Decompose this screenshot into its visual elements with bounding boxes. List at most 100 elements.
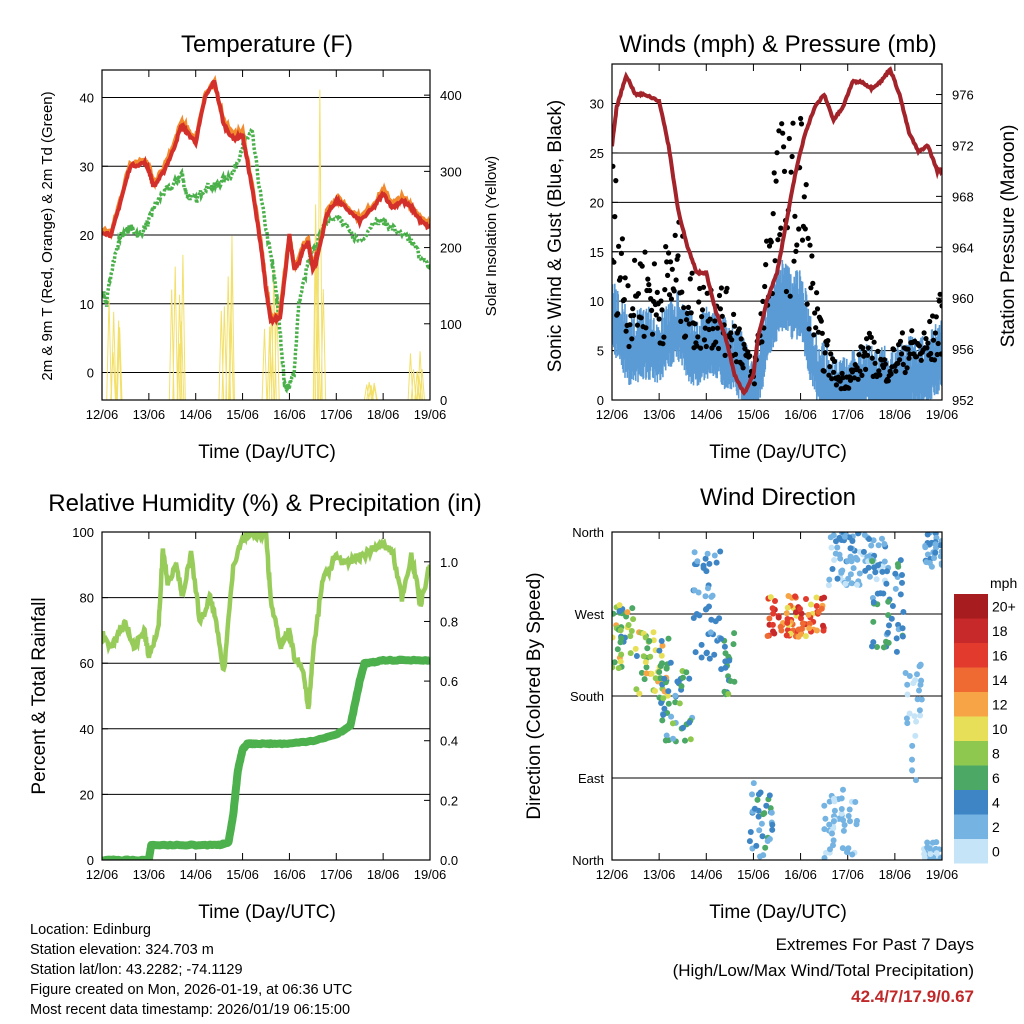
colorbar-title: mph [990, 575, 1017, 591]
wind-direction-point [711, 651, 718, 658]
gust-point [796, 226, 802, 232]
wind-direction-point [680, 724, 686, 731]
temperature-xtick-label: 15/06 [226, 407, 259, 422]
temperature-xlabel: Time (Day/UTC) [198, 442, 336, 463]
wind-direction-point [698, 641, 705, 648]
gust-point [828, 351, 834, 357]
wind-direction-point [643, 670, 650, 677]
wind-direction-point [808, 601, 814, 608]
wind-direction-point [648, 670, 655, 677]
wind-direction-point [725, 691, 732, 697]
gust-point [647, 287, 653, 294]
wind-direction-point [849, 851, 856, 858]
wind-direction-point [659, 642, 666, 649]
wind-direction-point [799, 620, 806, 627]
wind-direction-point [614, 646, 621, 653]
wind-direction-ytick-label: North [572, 853, 604, 868]
wind-direction-point [821, 826, 828, 833]
wind-direction-point [904, 681, 911, 688]
temperature-ytick-label: 10 [80, 297, 94, 312]
wind-direction-point [866, 536, 872, 542]
wind-direction-point [615, 665, 622, 672]
wind-direction-point [657, 662, 664, 669]
gust-point [659, 307, 665, 313]
wind-direction-point [757, 789, 764, 796]
gust-point [826, 372, 832, 378]
wind-direction-point [846, 806, 853, 813]
gust-point [643, 325, 649, 331]
gust-point [821, 368, 827, 374]
wind-direction-point [924, 839, 931, 846]
gust-point [775, 237, 781, 243]
wind-direction-point [818, 605, 825, 612]
wind-direction-point [872, 569, 879, 576]
wind-direction-point [640, 653, 647, 660]
solar-insolation-line [168, 254, 186, 400]
wind-direction-point [854, 817, 860, 824]
wind-direction-point [803, 596, 809, 602]
wind-direction-point [660, 711, 667, 718]
wind-direction-point [909, 742, 916, 749]
wind-direction-point [627, 650, 634, 657]
gust-point [905, 346, 911, 352]
wind-direction-point [842, 580, 849, 587]
gust-point [682, 333, 689, 339]
colorbar-label: 10 [992, 721, 1008, 737]
wind-direction-point [866, 573, 873, 580]
wind-direction-point [937, 553, 942, 560]
wind-direction-point [669, 720, 676, 727]
colorbar-swatch [954, 790, 988, 815]
location-text: Location: Edinburg [30, 922, 151, 938]
gust-point [634, 322, 641, 328]
wind-direction-point [769, 621, 776, 628]
wind-direction-point [705, 585, 711, 592]
wind-direction-point [893, 648, 900, 655]
wind-direction-point [913, 777, 919, 784]
wind-direction-point [682, 737, 688, 744]
gust-point [921, 330, 927, 336]
wind-direction-point [691, 549, 698, 556]
humidity-ytick-label: 80 [80, 591, 94, 606]
wind-direction-point [778, 627, 785, 634]
gust-point [618, 250, 625, 256]
wind-direction-point [806, 620, 813, 627]
gust-point [898, 351, 905, 357]
gust-point [839, 370, 845, 376]
gust-point [683, 317, 690, 323]
gust-point [619, 236, 626, 242]
gust-point [673, 277, 679, 283]
wind-direction-point [916, 687, 922, 694]
gust-point [722, 352, 728, 358]
wind-direction-point [730, 641, 737, 648]
wind-direction-point [798, 610, 805, 617]
wind-direction-point [831, 807, 838, 814]
wind-direction-point [760, 811, 767, 818]
temperature-plot-border [101, 69, 431, 401]
wind-direction-point [757, 853, 763, 860]
temperature-y2label: Solar Insolation (Yellow) [483, 156, 500, 316]
gust-point [625, 283, 631, 289]
wind-direction-point [667, 659, 674, 666]
wind-direction-point [646, 638, 653, 644]
wind-direction-point [931, 555, 938, 561]
winds-xtick-label: 18/06 [879, 407, 912, 422]
colorbar-label: 8 [992, 745, 1000, 761]
gust-point [808, 285, 814, 291]
wind-direction-point [707, 629, 714, 636]
wind-direction-point [612, 634, 616, 641]
wind-direction-point [650, 637, 657, 644]
humidity-y2tick-label: 1.0 [440, 555, 458, 570]
wind-direction-point [703, 650, 710, 657]
gust-point [899, 330, 906, 336]
gust-point [916, 343, 923, 349]
wind-direction-point [938, 548, 942, 555]
colorbar-label: 6 [992, 770, 1000, 786]
wind-direction-point [912, 732, 919, 739]
gust-point [818, 318, 824, 324]
wind-direction-xtick-label: 15/06 [737, 867, 770, 882]
wind-direction-point [612, 610, 617, 617]
wind-direction-point [747, 829, 754, 835]
wind-direction-point [722, 664, 729, 671]
gust-point [623, 328, 629, 334]
humidity-plot-border [101, 531, 431, 861]
